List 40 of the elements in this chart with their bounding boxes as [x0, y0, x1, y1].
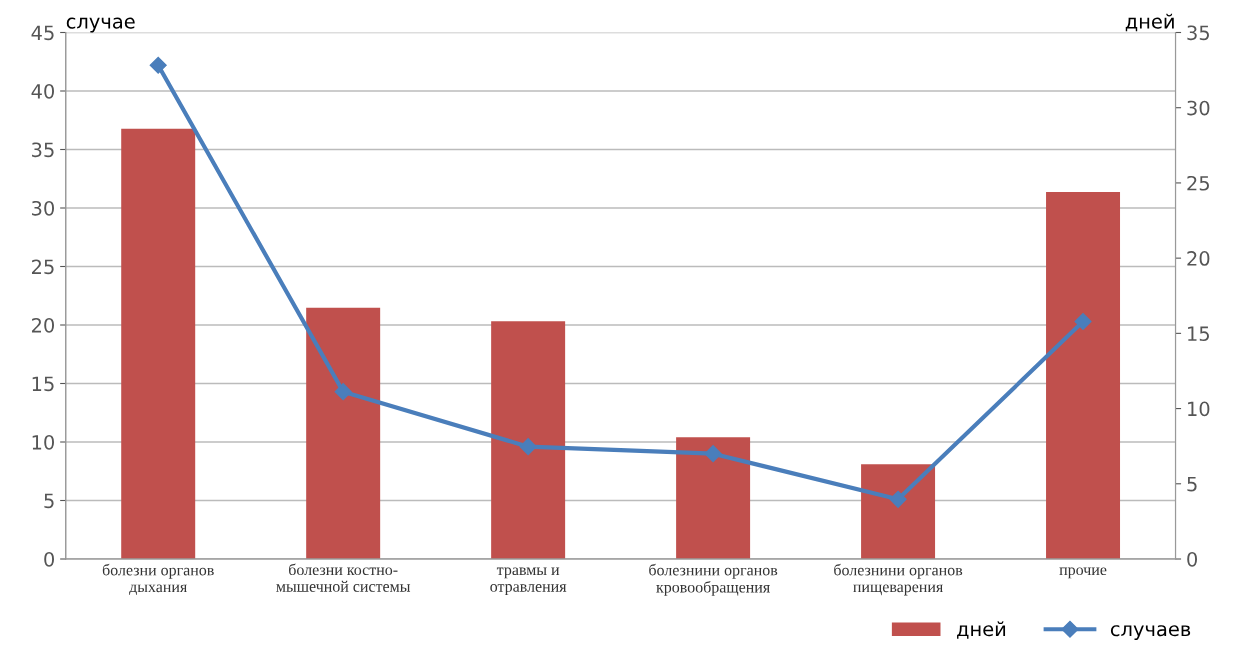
- bar: [306, 307, 381, 559]
- bar: [1046, 191, 1121, 559]
- x-tick-label: болезни костно- мышечной системы: [276, 563, 411, 592]
- y2-tick-label: 5: [1187, 477, 1197, 492]
- y-tick-label: 20: [31, 317, 55, 333]
- x-tick-label: болезнини органов кровообращения: [649, 563, 778, 596]
- bar: [861, 464, 936, 559]
- y-tick-label: 0: [44, 551, 55, 567]
- x-tick-label: болезни органов дыхания: [102, 563, 214, 596]
- point: [149, 56, 167, 74]
- y2-tick-label: 10: [1188, 401, 1210, 417]
- y2-tick-label: 25: [1187, 175, 1209, 191]
- legend-label: случаев: [1110, 625, 1191, 641]
- point: [519, 438, 537, 456]
- point: [889, 490, 907, 508]
- y-axis-title: случае: [66, 17, 135, 33]
- y2-tick-label: 0: [1187, 551, 1198, 567]
- y-tick-label: 5: [44, 493, 54, 509]
- y-tick-label: 25: [31, 259, 54, 275]
- x-tick-label: болезнини органов пищеварения: [834, 563, 963, 596]
- point: [1074, 312, 1092, 331]
- y-tick-label: 30: [32, 200, 55, 216]
- x-tick-label: прочие: [1059, 567, 1107, 579]
- y-tick-label: 40: [31, 83, 55, 99]
- point: [704, 445, 722, 463]
- y2-tick-label: 20: [1187, 251, 1210, 266]
- y2-axis-title: дней: [1125, 13, 1174, 32]
- y-tick-label: 15: [32, 376, 54, 392]
- legend-label: дней: [957, 621, 1006, 639]
- point: [334, 383, 352, 401]
- y-tick-label: 35: [32, 142, 54, 158]
- x-tick-label: травмы и отравления: [490, 567, 567, 596]
- y-tick-label: 10: [32, 434, 55, 450]
- y2-tick-label: 15: [1188, 326, 1209, 342]
- bar: [121, 128, 196, 559]
- bar: [676, 437, 751, 559]
- y2-tick-label: 35: [1187, 25, 1209, 41]
- y-tick-label: 45: [31, 25, 54, 41]
- bar: [491, 321, 566, 559]
- y2-tick-label: 30: [1187, 100, 1210, 116]
